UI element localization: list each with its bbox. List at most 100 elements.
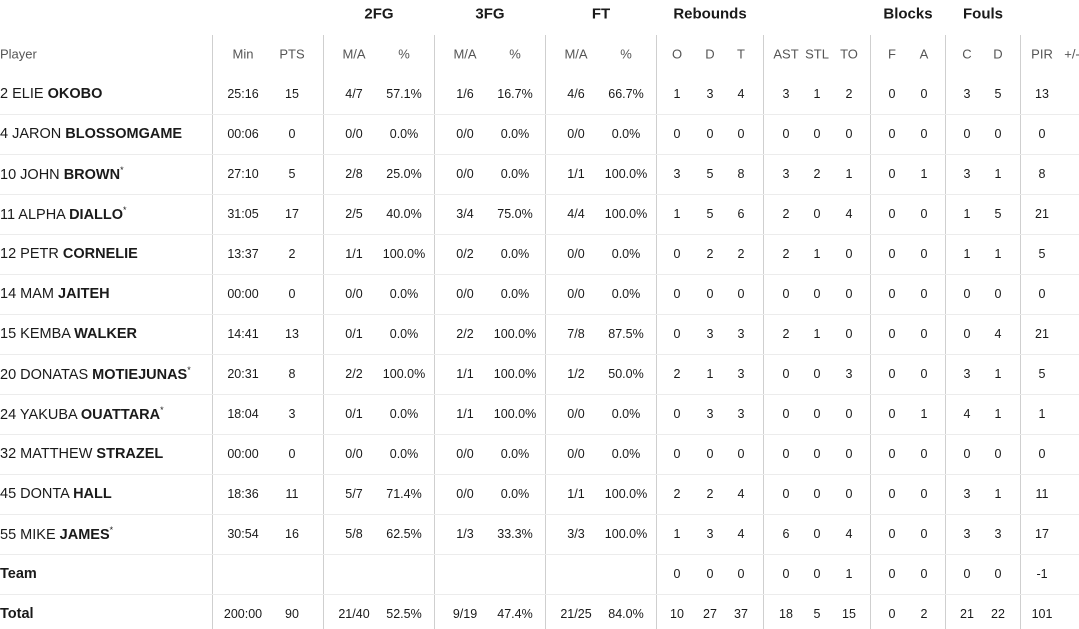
column-header: M/A: [453, 46, 477, 62]
stat-cell: 15: [285, 87, 299, 101]
stat-cell: 1/1: [567, 167, 585, 181]
stat-cell: 0.0%: [500, 247, 530, 261]
stat-cell: 1: [994, 167, 1002, 181]
stat-cell: 0: [737, 567, 745, 581]
row-divider: [0, 114, 1079, 115]
first-name: JARON: [12, 126, 62, 142]
player-number: 55: [0, 526, 17, 543]
stat-cell: 0/0: [456, 487, 474, 501]
stat-cell: 17: [285, 207, 299, 221]
stat-cell: 1: [994, 487, 1002, 501]
stat-cell: 0: [813, 487, 821, 501]
stat-cell: 21: [1035, 207, 1049, 221]
stat-cell: 0: [888, 407, 896, 421]
stat-cell: 0: [673, 327, 681, 341]
starter-mark: *: [123, 205, 127, 216]
stat-cell: 13:37: [227, 247, 259, 261]
stat-cell: 1: [963, 247, 971, 261]
stat-cell: 0: [845, 327, 853, 341]
stat-cell: 100.0%: [493, 367, 537, 381]
stat-cell: 5: [706, 207, 714, 221]
first-name: DONATAS: [20, 366, 89, 383]
stat-cell: 10: [670, 607, 684, 621]
stat-cell: 0.0%: [500, 127, 530, 141]
stat-cell: 14:41: [227, 327, 259, 341]
column-divider: [763, 35, 764, 629]
stat-cell: 1: [994, 407, 1002, 421]
stat-cell: 15: [842, 607, 856, 621]
stat-cell: 1: [673, 527, 681, 541]
row-divider: [0, 514, 1079, 515]
stat-cell: 5: [706, 167, 714, 181]
stat-cell: 0/0: [345, 287, 363, 301]
stat-cell: 1: [673, 207, 681, 221]
stat-cell: 90: [285, 607, 299, 621]
stat-cell: 0.0%: [389, 407, 419, 421]
column-header: M/A: [564, 46, 588, 62]
row-divider: [0, 554, 1079, 555]
column-divider: [323, 35, 324, 629]
row-divider: [0, 594, 1079, 595]
stat-cell: 0.0%: [389, 127, 419, 141]
stat-cell: 0: [920, 447, 928, 461]
stat-cell: 1: [920, 407, 928, 421]
stat-cell: 0/0: [567, 247, 585, 261]
stat-cell: 0: [888, 287, 896, 301]
stat-cell: 1/2: [567, 367, 585, 381]
stat-cell: 0: [782, 407, 790, 421]
starter-mark: *: [160, 405, 164, 416]
stat-cell: 0: [706, 447, 714, 461]
player-name: 10 JOHN BROWN*: [0, 165, 124, 183]
stat-cell: 0/0: [567, 447, 585, 461]
last-name: OKOBO: [47, 86, 103, 102]
last-name: JAMES: [59, 526, 110, 543]
player-name: 32 MATTHEW STRAZEL: [0, 446, 163, 462]
stat-cell: 0/0: [345, 127, 363, 141]
stat-cell: 0: [845, 287, 853, 301]
stat-cell: 00:06: [227, 127, 259, 141]
stat-cell: 1/1: [345, 247, 363, 261]
stat-cell: 3: [737, 327, 745, 341]
stat-cell: 7/8: [567, 327, 585, 341]
column-header: PTS: [279, 46, 305, 62]
stat-cell: 17: [1035, 527, 1049, 541]
stat-cell: 5/8: [345, 527, 363, 541]
stat-cell: 0: [920, 567, 928, 581]
stat-cell: 0: [920, 287, 928, 301]
stat-cell: 2: [706, 247, 714, 261]
stat-cell: 66.7%: [608, 87, 644, 101]
player-name: 55 MIKE JAMES*: [0, 525, 113, 543]
stat-cell: 2/5: [345, 207, 363, 221]
stat-cell: 4: [845, 527, 853, 541]
stat-cell: 21/40: [338, 607, 370, 621]
stat-cell: 0: [782, 127, 790, 141]
stat-cell: 0: [673, 127, 681, 141]
column-header: A: [919, 46, 929, 62]
last-name: JAITEH: [58, 286, 110, 302]
stat-cell: 200:00: [223, 607, 263, 621]
group-header: FT: [591, 5, 611, 23]
stat-cell: 0: [813, 447, 821, 461]
stat-cell: 2: [845, 87, 853, 101]
column-header: +/-: [1064, 46, 1079, 62]
stat-cell: 0: [1038, 127, 1046, 141]
stat-cell: 0: [963, 127, 971, 141]
stat-cell: 11: [285, 487, 299, 501]
stat-cell: 3/3: [567, 527, 585, 541]
player-name: 24 YAKUBA OUATTARA*: [0, 405, 164, 423]
stat-cell: 75.0%: [497, 207, 533, 221]
column-divider: [945, 35, 946, 629]
stat-cell: 0: [782, 487, 790, 501]
stat-cell: 30:54: [227, 527, 259, 541]
stat-cell: 0.0%: [389, 287, 419, 301]
stat-cell: 0: [888, 567, 896, 581]
column-header: %: [509, 46, 521, 62]
column-header: AST: [773, 46, 799, 62]
stat-cell: 0: [706, 127, 714, 141]
player-number: 4: [0, 126, 9, 142]
stat-cell: 2: [920, 607, 928, 621]
row-divider: [0, 154, 1079, 155]
player-name: Team: [0, 566, 37, 582]
stat-cell: 1: [845, 567, 853, 581]
stat-cell: 1: [813, 247, 821, 261]
